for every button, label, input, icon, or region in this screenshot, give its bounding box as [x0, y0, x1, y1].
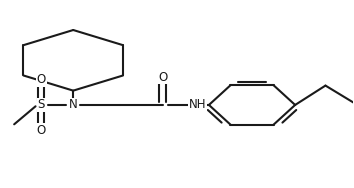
Text: O: O [37, 73, 46, 86]
Text: O: O [37, 124, 46, 137]
Text: NH: NH [189, 99, 206, 111]
Text: O: O [158, 71, 167, 84]
Text: N: N [69, 99, 78, 111]
Text: S: S [38, 99, 45, 111]
